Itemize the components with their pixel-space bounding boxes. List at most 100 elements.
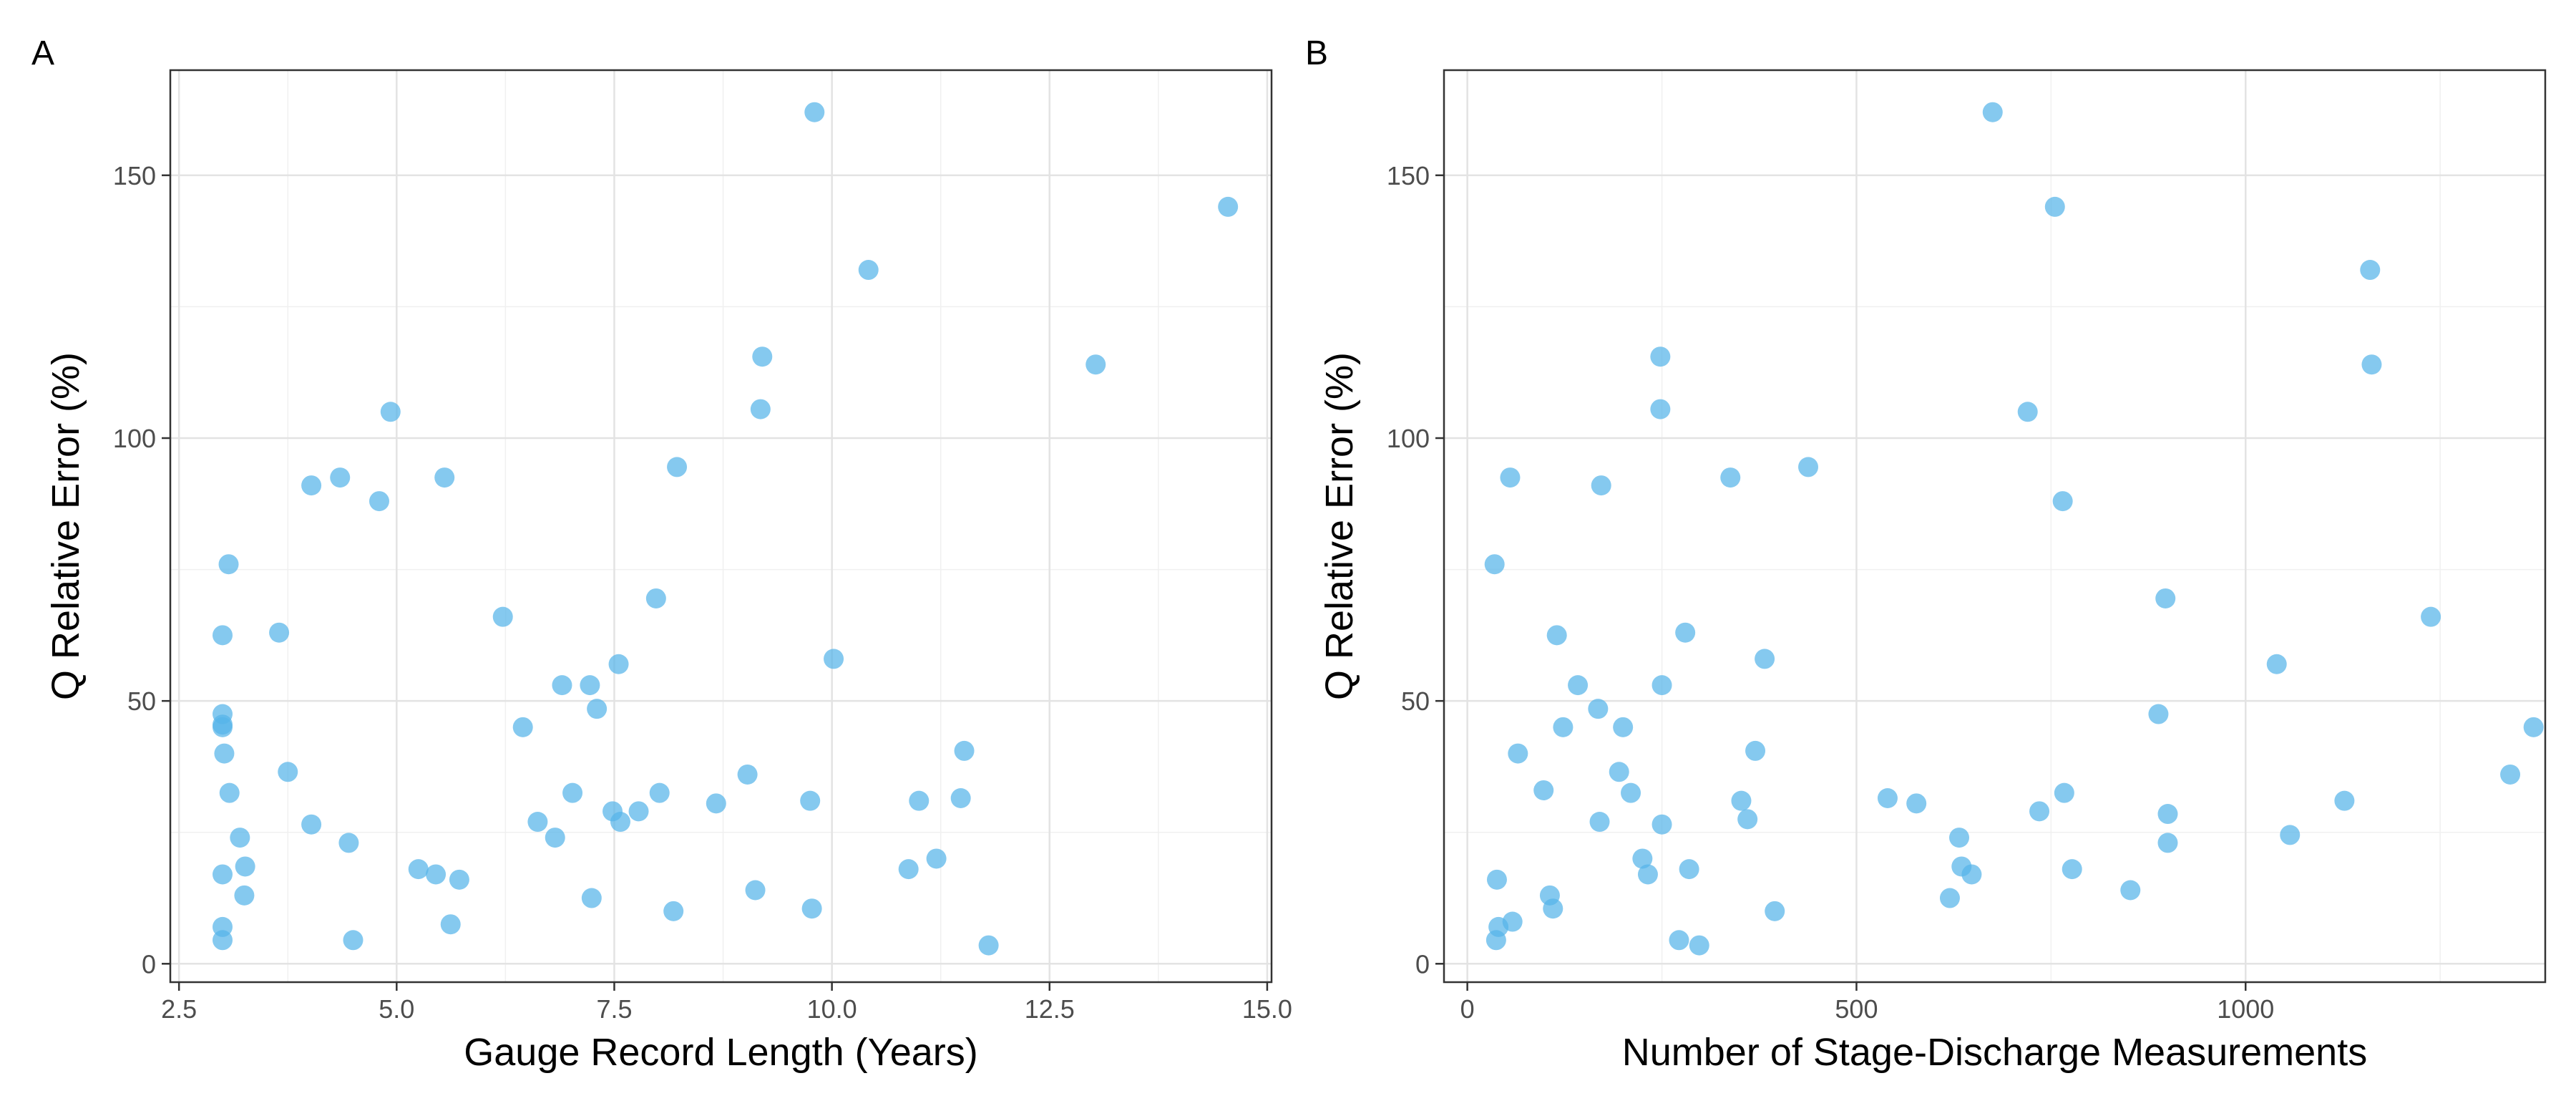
panel-b-data-point (1765, 901, 1785, 921)
panel-b-data-point (1949, 828, 1970, 848)
panel-a-data-point (545, 828, 565, 848)
panel-b-data-point (2054, 782, 2074, 803)
panel-a-data-point (338, 833, 359, 853)
panel-a-data-point (218, 554, 239, 575)
panel-a-data-point (954, 740, 975, 761)
panel-b-data-point (1637, 864, 1658, 885)
panel-a-x-tick-label: 2.5 (161, 994, 197, 1024)
panel-b-data-point (2044, 196, 2065, 217)
panel-b-data-point (2157, 833, 2178, 853)
panel-a-frame (169, 69, 1273, 984)
panel-a-data-point (235, 856, 255, 877)
panel-a-data-point (950, 787, 971, 808)
panel-b-data-point (1546, 625, 1567, 646)
panel-a-data-point (278, 762, 298, 782)
panel-b-y-tick-label: 50 (1401, 687, 1430, 716)
panel-a-data-point (978, 935, 999, 956)
panel-b-data-point (1609, 762, 1629, 782)
panel-b-data-point (1484, 554, 1505, 575)
panel-b: B 0 500 1000 0 50 100 150 Number of Stage-Disc… (1305, 34, 2547, 1074)
panel-b-data-point (1650, 399, 1671, 419)
panel-b-y-tick-label: 100 (1387, 424, 1430, 453)
panel-letter-b: B (1305, 34, 1328, 72)
panel-a-data-point (552, 675, 572, 696)
panel-a-data-point (610, 812, 630, 833)
panel-b-data-point (1543, 898, 1563, 919)
panel-b-x-tick-label: 500 (1835, 994, 1878, 1024)
panel-a-data-point (587, 699, 608, 719)
panel-a-data-point (804, 102, 825, 122)
panel-b-data-point (1533, 780, 1554, 800)
panel-b-y-axis-title: Q Relative Error (%) (1318, 352, 1361, 700)
panel-b-plot-area (1444, 70, 2545, 982)
panel-b-data-point (1689, 935, 1709, 956)
panel-a-data-point (219, 782, 240, 803)
panel-a-data-point (1085, 354, 1106, 375)
panel-b-data-point (1486, 869, 1507, 890)
panel-b-data-point (1589, 812, 1610, 833)
panel-b-data-point (2523, 717, 2544, 737)
panel-a-data-point (343, 930, 364, 951)
panel-b-data-point (1982, 102, 2003, 122)
panel-a-data-point (408, 859, 429, 880)
panel-a-data-point (434, 467, 455, 488)
panel-a-y-axis-title: Q Relative Error (%) (44, 352, 87, 700)
panel-a-x-tick-label: 7.5 (596, 994, 632, 1024)
panel-a-data-point (858, 260, 879, 281)
panel-b-data-point (1720, 467, 1741, 488)
panel-b-data-point (2052, 491, 2073, 512)
panel-b-frame (1443, 69, 2547, 984)
panel-b-x-tick-label: 1000 (2217, 994, 2274, 1024)
panel-b-data-point (1500, 467, 1521, 488)
panel-b-data-point (2421, 606, 2441, 627)
panel-a-data-point (581, 888, 602, 908)
panel-b-data-point (1553, 717, 1574, 737)
panel-a-data-point (330, 467, 351, 488)
panel-b-data-point (2280, 825, 2301, 845)
panel-a-data-point (269, 622, 290, 643)
panel-b-data-point (1798, 457, 1819, 477)
panel-a-data-point (737, 764, 758, 785)
panel-b-data-point (2266, 654, 2287, 674)
panel-b-data-point (1621, 782, 1641, 803)
panel-b-data-point (2334, 790, 2355, 811)
panel-a-data-point (645, 588, 666, 608)
panel-a-x-tick-label: 15.0 (1242, 994, 1292, 1024)
panel-a-data-point (440, 914, 461, 935)
panel-a-data-point (426, 864, 447, 885)
panel-a-data-point (750, 399, 771, 419)
panel-a-data-point (230, 828, 250, 848)
panel-a-data-point (214, 743, 235, 764)
panel-a-data-point (824, 649, 844, 669)
panel-b-data-point (2360, 260, 2381, 281)
panel-b-data-point (1669, 930, 1689, 951)
panel-b-data-point (1906, 793, 1927, 814)
panel-a-data-point (663, 901, 684, 921)
panel-a-data-point (512, 717, 533, 737)
panel-a-data-point (628, 801, 649, 822)
panel-b-data-point (1508, 743, 1528, 764)
panel-b-data-point (1652, 675, 1672, 696)
panel-a-data-point (706, 793, 726, 814)
panel-a-x-tick-label: 5.0 (379, 994, 414, 1024)
panel-a-data-point (212, 916, 233, 937)
panel-b-x-axis-title: Number of Stage-Discharge Measurements (1622, 1031, 2367, 1074)
panel-a-y-tick-label: 150 (113, 161, 156, 190)
panel-a-data-point (301, 814, 322, 835)
panel-b-data-point (1679, 859, 1699, 880)
panel-b-data-point (1613, 717, 1634, 737)
panel-a-data-point (909, 790, 930, 811)
panel-b-data-point (1939, 888, 1960, 908)
panel-b-data-point (1652, 814, 1672, 835)
panel-a-x-axis-title: Gauge Record Length (Years) (464, 1031, 977, 1074)
panel-b-y-tick-label: 150 (1387, 161, 1430, 190)
panel-b-data-point (1502, 911, 1523, 932)
panel-letter-a: A (31, 34, 54, 72)
panel-a-data-point (212, 704, 233, 724)
panel-b-data-point (2062, 859, 2082, 880)
panel-b-data-point (1737, 809, 1758, 830)
panel-b-data-point (1588, 699, 1609, 719)
panel-a: A 2.5 5.0 7.5 10.0 12.5 15.0 0 50 100 150 Gauge R… (31, 34, 1292, 1074)
panel-b-x-tick-label: 0 (1460, 994, 1475, 1024)
